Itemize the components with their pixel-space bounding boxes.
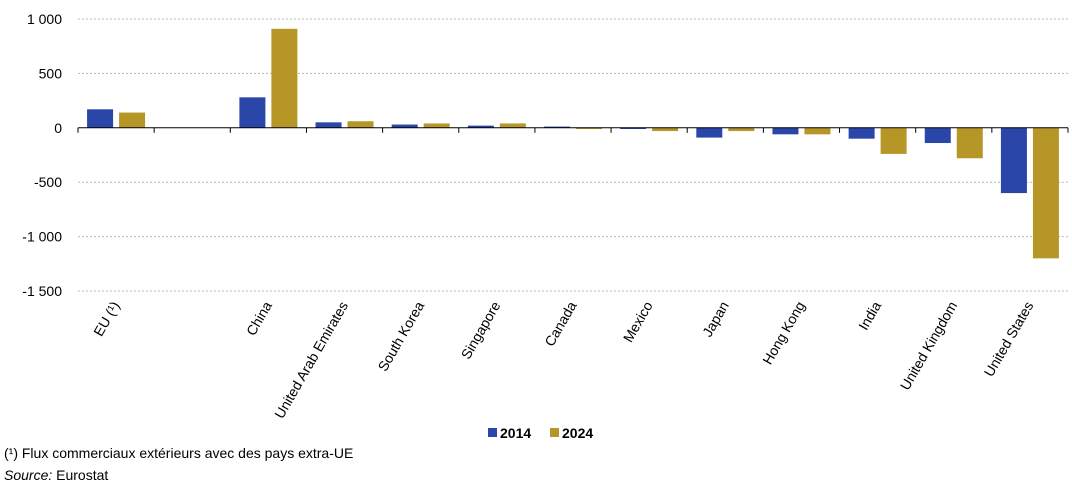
y-tick-label: -500 xyxy=(34,174,62,190)
bar-2024 xyxy=(1032,127,1059,259)
bar-2024 xyxy=(652,127,679,132)
bar-2014 xyxy=(848,127,875,139)
x-tick-label: United Kingdom xyxy=(897,299,961,393)
x-tick-label: United Arab Emirates xyxy=(271,299,351,422)
bar-2024 xyxy=(880,127,907,154)
bars xyxy=(87,28,1059,259)
x-tick-label: Singapore xyxy=(458,298,504,361)
source-text: Eurostat xyxy=(52,467,109,483)
bar-2024 xyxy=(119,112,146,128)
y-tick-label: 0 xyxy=(54,120,62,136)
x-tick-label: China xyxy=(243,298,275,338)
x-tick-label: Hong Kong xyxy=(759,299,808,368)
bar-2014 xyxy=(924,127,951,144)
x-tick-label: Mexico xyxy=(620,298,656,345)
source-note: Source: Eurostat xyxy=(4,467,108,483)
legend-label-2024: 2024 xyxy=(562,425,593,441)
bar-2014 xyxy=(1000,127,1027,194)
bar-2014 xyxy=(239,97,266,128)
legend-label-2014: 2014 xyxy=(500,425,531,441)
bar-2024 xyxy=(423,123,450,128)
bar-2014 xyxy=(315,122,342,128)
bar-2024 xyxy=(804,127,831,135)
bar-2014 xyxy=(544,126,570,128)
legend-swatch-2014 xyxy=(488,428,497,437)
y-tick-label: 500 xyxy=(39,65,63,81)
bar-2014 xyxy=(467,125,494,128)
bar-2014 xyxy=(391,124,418,128)
x-tick-label: South Korea xyxy=(375,298,428,374)
legend: 2014 2024 xyxy=(488,425,593,441)
x-tick-label: Japan xyxy=(699,299,732,340)
y-tick-label: -1 000 xyxy=(22,229,62,245)
bar-2024 xyxy=(499,123,526,128)
bar-2024 xyxy=(728,127,755,132)
x-tick-label: EU (¹) xyxy=(90,299,123,339)
y-tick-label: -1 500 xyxy=(22,283,62,299)
legend-swatch-2024 xyxy=(550,428,559,437)
bar-2024 xyxy=(271,28,298,128)
bar-2024 xyxy=(956,127,983,159)
y-tick-label: 1 000 xyxy=(27,11,62,27)
bar-2024 xyxy=(347,121,374,128)
bar-2014 xyxy=(696,127,723,138)
bar-2024 xyxy=(576,127,602,129)
x-tick-label: United States xyxy=(981,299,1037,380)
y-axis: 1 000 500 0 -500 -1 000 -1 500 xyxy=(22,11,62,299)
bar-2014 xyxy=(620,127,647,129)
x-tick-label: Canada xyxy=(541,298,579,349)
bar-2014 xyxy=(772,127,799,135)
x-tick-label: India xyxy=(855,298,884,332)
grid-lines xyxy=(78,18,1068,292)
bar-2014 xyxy=(87,109,114,128)
source-label: Source: xyxy=(4,467,53,483)
footnote: (¹) Flux commerciaux extérieurs avec des… xyxy=(4,445,354,461)
